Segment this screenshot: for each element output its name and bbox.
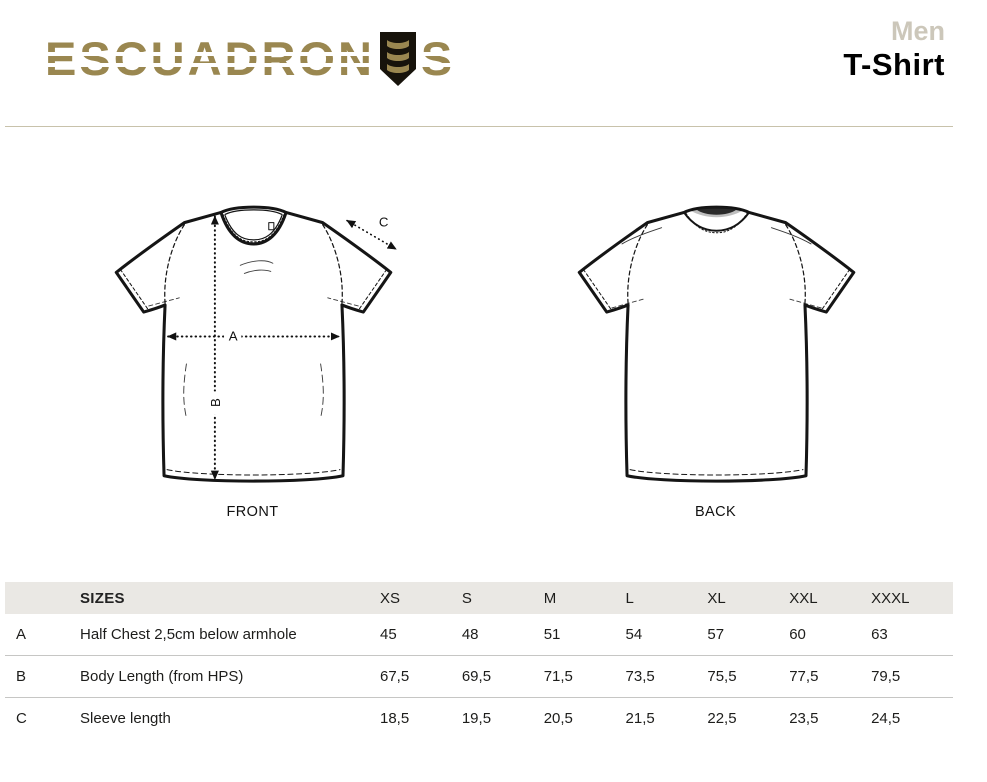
header-size-m: M	[543, 582, 626, 614]
size-value: 45	[380, 626, 397, 643]
table-row: A Half Chest 2,5cm below armhole 45 48 5…	[5, 614, 953, 656]
header-size-s: S	[461, 582, 544, 614]
size-value: 22,5	[707, 710, 737, 727]
page-title: T-Shirt	[843, 47, 945, 82]
size-value: 19,5	[461, 710, 492, 727]
size-value: 18,5	[380, 710, 410, 727]
measure-arrows	[167, 215, 397, 480]
header-divider	[5, 126, 953, 127]
header-sizes-cell: SIZES	[80, 582, 380, 614]
header-size-xxxl: XXXL	[871, 582, 953, 614]
size-table: SIZES XS S M L XL XXL XXXL A Half Chest …	[5, 582, 953, 739]
header-size-xl: XL	[707, 582, 790, 614]
size-value: 57	[707, 626, 725, 643]
front-shirt-diagram: A B C	[114, 205, 397, 483]
size-value: 77,5	[789, 668, 819, 685]
header-key-cell	[5, 582, 80, 614]
measure-b-label: B	[208, 398, 223, 407]
size-value: 20,5	[543, 710, 573, 727]
front-caption: FRONT	[226, 504, 279, 520]
header-size-l: L	[625, 582, 708, 614]
size-value: 51	[543, 626, 561, 643]
size-table-header-row: SIZES XS S M L XL XXL XXXL	[5, 582, 953, 614]
brand-logo: ESCUADRON S	[45, 30, 456, 88]
measure-c-label: C	[379, 215, 389, 230]
measure-a-label: A	[229, 329, 238, 344]
collar-tag	[268, 222, 275, 231]
back-shirt-outline	[577, 205, 856, 483]
table-row: B Body Length (from HPS) 67,5 69,5 71,5 …	[5, 656, 953, 698]
brand-wordmark-left: ESCUADRON	[45, 30, 375, 88]
size-value: 71,5	[543, 668, 573, 685]
back-shirt-diagram	[577, 205, 856, 483]
size-value: 48	[461, 626, 479, 643]
page-titles: Men T-Shirt	[843, 16, 945, 83]
header-size-xs: XS	[380, 582, 462, 614]
row-label: Half Chest 2,5cm below armhole	[80, 626, 297, 643]
row-key: A	[16, 626, 27, 643]
size-value: 63	[871, 626, 888, 643]
size-value: 67,5	[380, 668, 410, 685]
chevron-shield-icon	[379, 32, 416, 86]
size-value: 24,5	[871, 710, 901, 727]
front-shirt-outline	[114, 210, 393, 483]
table-row: C Sleeve length 18,5 19,5 20,5 21,5 22,5…	[5, 698, 953, 740]
header-size-xxl: XXL	[789, 582, 872, 614]
size-value: 60	[789, 626, 806, 643]
category-label: Men	[891, 16, 945, 46]
size-value: 73,5	[625, 668, 655, 685]
size-value: 23,5	[789, 710, 819, 727]
size-value: 75,5	[707, 668, 737, 685]
size-value: 21,5	[625, 710, 655, 727]
brand-wordmark-right: S	[420, 30, 456, 88]
row-label: Body Length (from HPS)	[80, 668, 244, 685]
row-label: Sleeve length	[80, 710, 171, 727]
row-key: C	[16, 710, 27, 727]
size-value: 79,5	[871, 668, 901, 685]
back-caption: BACK	[694, 504, 737, 520]
row-key: B	[16, 668, 27, 685]
size-value: 54	[625, 626, 643, 643]
size-value: 69,5	[461, 668, 492, 685]
